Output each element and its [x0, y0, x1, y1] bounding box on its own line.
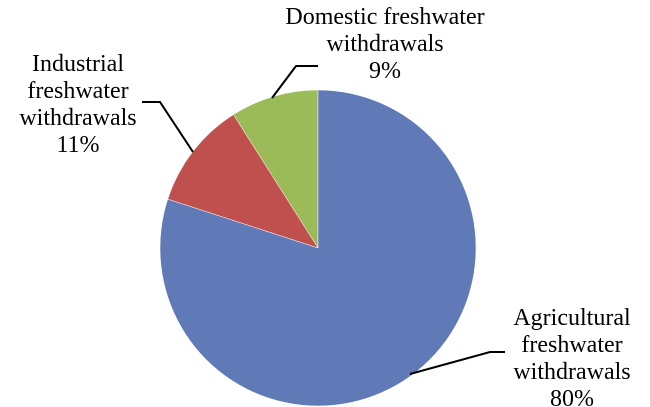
- slice-name-line: withdrawals: [326, 31, 443, 57]
- leader-line-industrial: [142, 101, 194, 153]
- slice-name-line: Agricultural: [513, 305, 631, 331]
- slice-name-line: Industrial: [32, 51, 124, 77]
- leader-line-agricultural: [409, 351, 505, 375]
- slice-label-domestic: Domestic freshwater withdrawals 9%: [285, 4, 484, 84]
- slice-label-agricultural: Agricultural freshwater withdrawals 80%: [513, 305, 631, 407]
- slice-value-label: 11%: [56, 132, 99, 158]
- slice-value-label: 80%: [550, 386, 594, 407]
- slice-name-line: Domestic freshwater: [285, 4, 484, 30]
- slice-label-industrial: Industrial freshwater withdrawals 11%: [19, 51, 136, 158]
- slice-name-line: withdrawals: [513, 359, 630, 385]
- slice-value-label: 9%: [369, 58, 401, 84]
- slice-name-line: freshwater: [27, 78, 128, 104]
- pie-slices: [159, 89, 477, 407]
- leader-line-domestic: [271, 65, 318, 99]
- slice-name-line: withdrawals: [19, 105, 136, 131]
- pie-slice-agricultural: [159, 89, 477, 407]
- leader-lines: [142, 65, 505, 375]
- slice-name-line: freshwater: [521, 332, 622, 358]
- slice-labels: Domestic freshwater withdrawals 9%Industri…: [19, 4, 631, 407]
